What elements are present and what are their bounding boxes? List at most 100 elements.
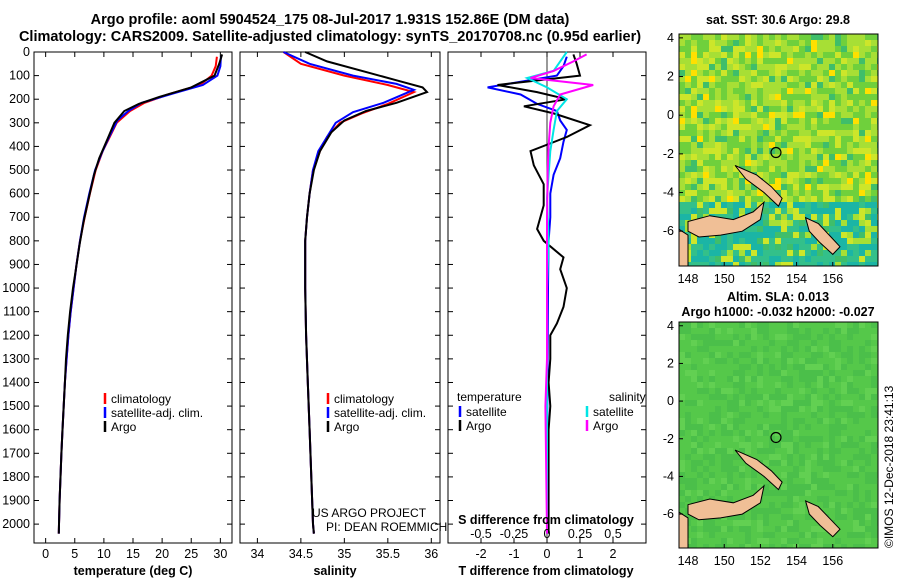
- map-cell: [727, 454, 733, 460]
- map-cell: [763, 412, 769, 418]
- map-cell: [871, 136, 877, 142]
- map-cell: [835, 472, 841, 478]
- map-cell: [709, 40, 715, 46]
- map-cell: [709, 520, 715, 526]
- map-cell: [703, 382, 709, 388]
- y-tick-label: 600: [9, 187, 30, 201]
- map-cell: [817, 322, 823, 328]
- map-cell: [715, 346, 721, 352]
- map-cell: [751, 76, 757, 82]
- map-cell: [799, 328, 805, 334]
- map-y-tick-label: -2: [663, 432, 674, 446]
- map-cell: [871, 484, 877, 490]
- map-cell: [853, 154, 859, 160]
- map-cell: [865, 526, 871, 532]
- map-cell: [709, 364, 715, 370]
- map-cell: [829, 172, 835, 178]
- map-cell: [847, 358, 853, 364]
- map-cell: [805, 124, 811, 130]
- map-cell: [835, 70, 841, 76]
- map-cell: [739, 34, 745, 40]
- map-cell: [817, 202, 823, 208]
- map-cell: [859, 46, 865, 52]
- map-cell: [715, 322, 721, 328]
- map-cell: [871, 466, 877, 472]
- map-cell: [859, 148, 865, 154]
- map-cell: [793, 514, 799, 520]
- map-cell: [679, 172, 685, 178]
- map-cell: [823, 436, 829, 442]
- map-cell: [799, 70, 805, 76]
- map-cell: [853, 142, 859, 148]
- map-cell: [787, 70, 793, 76]
- map-cell: [715, 118, 721, 124]
- map-cell: [835, 88, 841, 94]
- map-cell: [697, 202, 703, 208]
- map-cell: [685, 130, 691, 136]
- map-cell: [769, 232, 775, 238]
- map-cell: [865, 424, 871, 430]
- map-cell: [859, 100, 865, 106]
- map-cell: [859, 334, 865, 340]
- map-cell: [715, 412, 721, 418]
- map-cell: [745, 70, 751, 76]
- map-cell: [859, 370, 865, 376]
- map-cell: [841, 328, 847, 334]
- map-cell: [691, 106, 697, 112]
- map-cell: [679, 448, 685, 454]
- map-cell: [817, 472, 823, 478]
- map-cell: [835, 352, 841, 358]
- map-cell: [769, 58, 775, 64]
- map-cell: [769, 88, 775, 94]
- map-cell: [709, 178, 715, 184]
- map-cell: [793, 208, 799, 214]
- map-cell: [847, 82, 853, 88]
- map-cell: [679, 130, 685, 136]
- map-cell: [829, 124, 835, 130]
- map-cell: [871, 478, 877, 484]
- map-y-tick-label: 0: [667, 394, 674, 408]
- map-cell: [775, 454, 781, 460]
- map-cell: [829, 442, 835, 448]
- map-cell: [871, 502, 877, 508]
- map-cell: [799, 154, 805, 160]
- map-cell: [817, 58, 823, 64]
- map-cell: [853, 160, 859, 166]
- map-cell: [835, 256, 841, 262]
- map-cell: [733, 520, 739, 526]
- map-cell: [727, 70, 733, 76]
- map-cell: [721, 64, 727, 70]
- map-cell: [739, 358, 745, 364]
- map-cell: [799, 376, 805, 382]
- map-cell: [691, 160, 697, 166]
- map-cell: [841, 484, 847, 490]
- map-cell: [787, 166, 793, 172]
- map-cell: [721, 76, 727, 82]
- y-tick-label: 800: [9, 234, 30, 248]
- map-cell: [733, 106, 739, 112]
- map-cell: [757, 376, 763, 382]
- map-cell: [721, 40, 727, 46]
- map-cell: [745, 118, 751, 124]
- map-cell: [697, 244, 703, 250]
- map-cell: [865, 340, 871, 346]
- map-cell: [871, 490, 877, 496]
- map-cell: [739, 160, 745, 166]
- map-cell: [721, 232, 727, 238]
- map-cell: [835, 370, 841, 376]
- map-y-tick-label: 0: [667, 108, 674, 122]
- map-cell: [721, 214, 727, 220]
- map-cell: [763, 46, 769, 52]
- map-cell: [721, 256, 727, 262]
- map-cell: [865, 352, 871, 358]
- map-cell: [691, 370, 697, 376]
- map-cell: [721, 382, 727, 388]
- map-cell: [823, 166, 829, 172]
- map-cell: [799, 160, 805, 166]
- map-cell: [853, 334, 859, 340]
- map-cell: [727, 244, 733, 250]
- map-cell: [721, 466, 727, 472]
- map-cell: [841, 76, 847, 82]
- map-cell: [787, 172, 793, 178]
- map-cell: [745, 88, 751, 94]
